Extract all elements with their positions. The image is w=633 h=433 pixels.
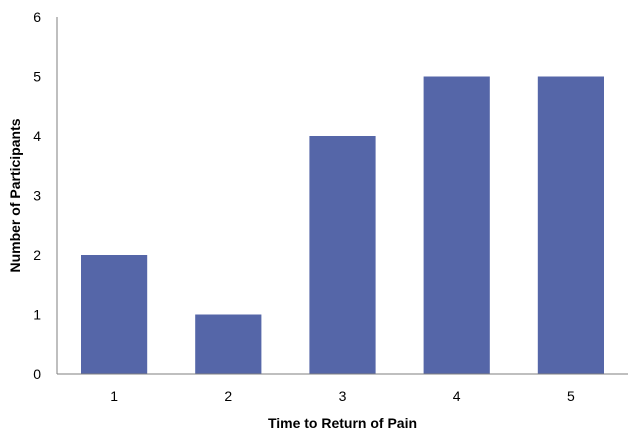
x-axis-title: Time to Return of Pain: [268, 415, 417, 431]
bar-4: [423, 76, 490, 374]
bar-3: [309, 136, 376, 374]
y-tick-label: 2: [33, 247, 41, 263]
x-tick-label: 3: [339, 388, 347, 404]
bar-5: [537, 76, 604, 374]
y-tick-label: 1: [33, 307, 41, 323]
x-tick-label: 1: [110, 388, 118, 404]
x-tick-labels: 1 2 3 4 5: [110, 388, 575, 404]
x-tick-label: 5: [567, 388, 575, 404]
y-tick-labels: 0 1 2 3 4 5 6: [33, 9, 41, 382]
x-tick-label: 2: [224, 388, 232, 404]
y-tick-label: 4: [33, 128, 41, 144]
y-tick-label: 3: [33, 188, 41, 204]
y-axis-title: Number of Participants: [7, 118, 23, 272]
bars-group: [81, 76, 604, 374]
y-tick-label: 6: [33, 9, 41, 25]
x-tick-label: 4: [453, 388, 461, 404]
bar-2: [195, 314, 262, 374]
plot-area: 0 1 2 3 4 5 6 1 2 3 4 5: [33, 9, 628, 404]
y-tick-label: 0: [33, 366, 41, 382]
bar-1: [81, 255, 148, 374]
y-tick-label: 5: [33, 69, 41, 85]
